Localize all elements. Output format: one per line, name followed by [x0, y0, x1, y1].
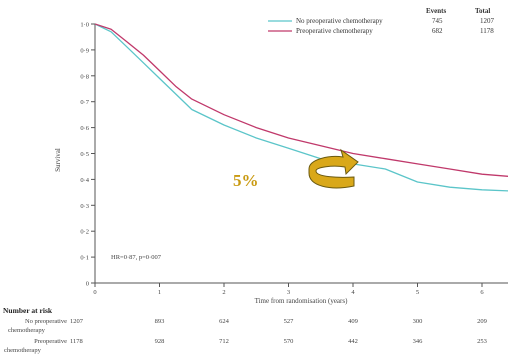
y-tick-label: 0·1 [80, 255, 89, 262]
legend-header-total: Total [475, 7, 490, 15]
legend-total-no-preop: 1207 [480, 17, 495, 25]
y-axis-label: Survival [54, 148, 62, 172]
legend-total-preop: 1178 [480, 27, 494, 35]
risk-value: 624 [219, 318, 230, 325]
risk-value: 253 [477, 338, 487, 345]
y-tick-label: 0·7 [80, 99, 89, 106]
y-tick-label: 0·4 [80, 177, 89, 184]
risk-value: 346 [413, 338, 424, 345]
y-tick-label: 0·9 [80, 47, 89, 54]
legend: Events Total No preoperative chemotherap… [268, 7, 495, 35]
axes [94, 24, 508, 284]
risk-value: 928 [155, 338, 165, 345]
risk-row-first-no-preop: 1207 [70, 318, 84, 325]
risk-row-label-no-preop-2: chemotherapy [8, 327, 46, 334]
risk-row-label-preop-2: chemotherapy [4, 347, 42, 354]
curved-arrow-icon [308, 148, 359, 189]
y-tick-label: 0·6 [80, 125, 89, 132]
risk-value: 712 [219, 338, 229, 345]
risk-value: 300 [413, 318, 423, 325]
y-ticks: 0 0·1 0·2 0·3 0·4 0·5 0·6 0·7 0·8 0·9 1·0 [80, 22, 95, 288]
risk-table-title: Number at risk [3, 306, 53, 315]
x-tick-label: 3 [287, 289, 290, 296]
risk-values: 893 624 527 409 300 209 928 712 570 442 346 253 [155, 318, 487, 345]
x-tick-label: 5 [416, 289, 419, 296]
x-tick-label: 4 [351, 289, 355, 296]
y-tick-label: 0 [86, 281, 89, 288]
y-tick-label: 0·2 [80, 229, 89, 236]
risk-value: 409 [348, 318, 358, 325]
legend-events-preop: 682 [432, 27, 443, 35]
legend-label-preop: Preoperative chemotherapy [296, 27, 373, 35]
series-line-no-preop [95, 23, 508, 192]
x-axis-label: Time from randomisation (years) [255, 297, 349, 305]
legend-label-no-preop: No preoperative chemotherapy [296, 17, 383, 25]
x-tick-label: 1 [158, 289, 161, 296]
effect-size-label: 5% [233, 171, 259, 190]
x-ticks: 0 1 2 3 4 5 6 [93, 283, 484, 296]
x-tick-label: 0 [93, 289, 96, 296]
risk-row-first-preop: 1178 [70, 338, 83, 345]
y-tick-label: 0·8 [80, 73, 89, 80]
legend-header-events: Events [426, 7, 447, 15]
risk-value: 570 [284, 338, 294, 345]
risk-value: 893 [155, 318, 165, 325]
risk-value: 442 [348, 338, 358, 345]
x-tick-label: 2 [222, 289, 225, 296]
hazard-ratio-text: HR=0·87, p=0·007 [111, 254, 162, 261]
risk-value: 209 [477, 318, 487, 325]
risk-row-label-no-preop: No preoperative [25, 318, 67, 325]
risk-row-label-preop: Preoperative [34, 338, 67, 345]
y-tick-label: 1·0 [80, 22, 89, 29]
risk-value: 527 [284, 318, 295, 325]
y-tick-label: 0·3 [80, 203, 89, 210]
series-line-preop [95, 23, 508, 177]
x-tick-label: 6 [480, 289, 484, 296]
legend-events-no-preop: 745 [432, 17, 443, 25]
risk-table: Number at risk No preoperative chemother… [3, 306, 487, 354]
y-tick-label: 0·5 [80, 151, 89, 158]
series-lines [95, 23, 508, 192]
